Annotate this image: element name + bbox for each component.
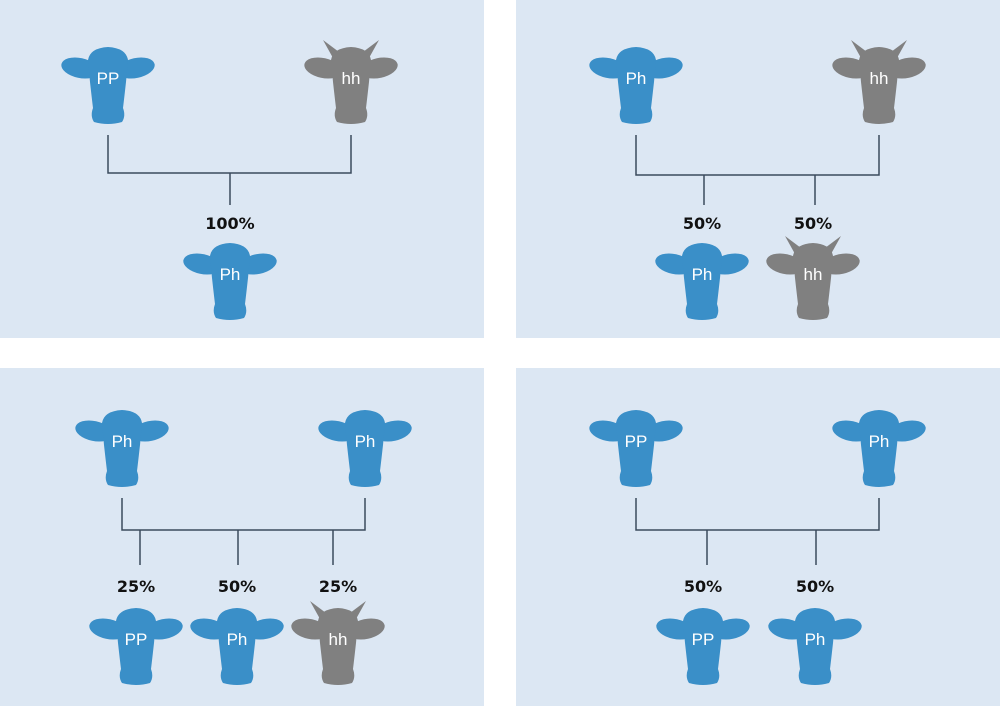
genotype-label: Ph	[227, 630, 248, 649]
offspring-cow-1: PP	[87, 608, 185, 685]
parent-cow-1: PP	[587, 410, 685, 487]
genotype-label: Ph	[869, 432, 890, 451]
offspring-cow-2: hh	[764, 236, 862, 320]
offspring-percentage: 50%	[683, 214, 721, 233]
parent-cow-2: Ph	[830, 410, 928, 487]
offspring-percentage: 50%	[684, 577, 722, 596]
offspring-cow-2: Ph	[766, 608, 864, 685]
parent-cow-1: Ph	[587, 47, 685, 124]
genotype-label: Ph	[626, 69, 647, 88]
genotype-label: hh	[342, 69, 361, 88]
offspring-percentage: 50%	[218, 577, 256, 596]
cross-panel-2: Ph hh 50% Ph 50% hh	[516, 0, 1000, 338]
offspring-cow-3: hh	[289, 601, 387, 685]
parent-cow-2: Ph	[316, 410, 414, 487]
panel-background	[516, 368, 1000, 706]
parent-cow-2: hh	[302, 40, 400, 124]
cross-panel-4: PP Ph 50% PP 50% Ph	[516, 368, 1000, 706]
parent-cow-2: hh	[830, 40, 928, 124]
genotype-label: hh	[329, 630, 348, 649]
genotype-label: hh	[804, 265, 823, 284]
offspring-cow-1: PP	[654, 608, 752, 685]
offspring-percentage: 50%	[794, 214, 832, 233]
panel-background	[516, 0, 1000, 338]
parent-connector	[635, 135, 880, 176]
parent-connector	[635, 498, 880, 531]
genotype-label: PP	[125, 630, 148, 649]
offspring-percentage: 25%	[117, 577, 155, 596]
genotype-label: PP	[625, 432, 648, 451]
genotype-label: Ph	[692, 265, 713, 284]
genotype-label: hh	[870, 69, 889, 88]
parent-cow-1: Ph	[73, 410, 171, 487]
cross-panel-3: Ph Ph 25% PP 50% Ph 25% hh	[0, 368, 484, 706]
genotype-label: PP	[692, 630, 715, 649]
genotype-label: Ph	[355, 432, 376, 451]
cross-panel-1: PP hh 100% Ph	[0, 0, 484, 338]
genotype-label: PP	[97, 69, 120, 88]
offspring-percentage: 50%	[796, 577, 834, 596]
offspring-percentage: 100%	[205, 214, 254, 233]
parent-connector	[121, 498, 366, 531]
genotype-label: Ph	[220, 265, 241, 284]
offspring-cow-2: Ph	[188, 608, 286, 685]
offspring-percentage: 25%	[319, 577, 357, 596]
genotype-label: Ph	[805, 630, 826, 649]
genotype-label: Ph	[112, 432, 133, 451]
offspring-cow-1: Ph	[181, 243, 279, 320]
offspring-cow-1: Ph	[653, 243, 751, 320]
parent-cow-1: PP	[59, 47, 157, 124]
